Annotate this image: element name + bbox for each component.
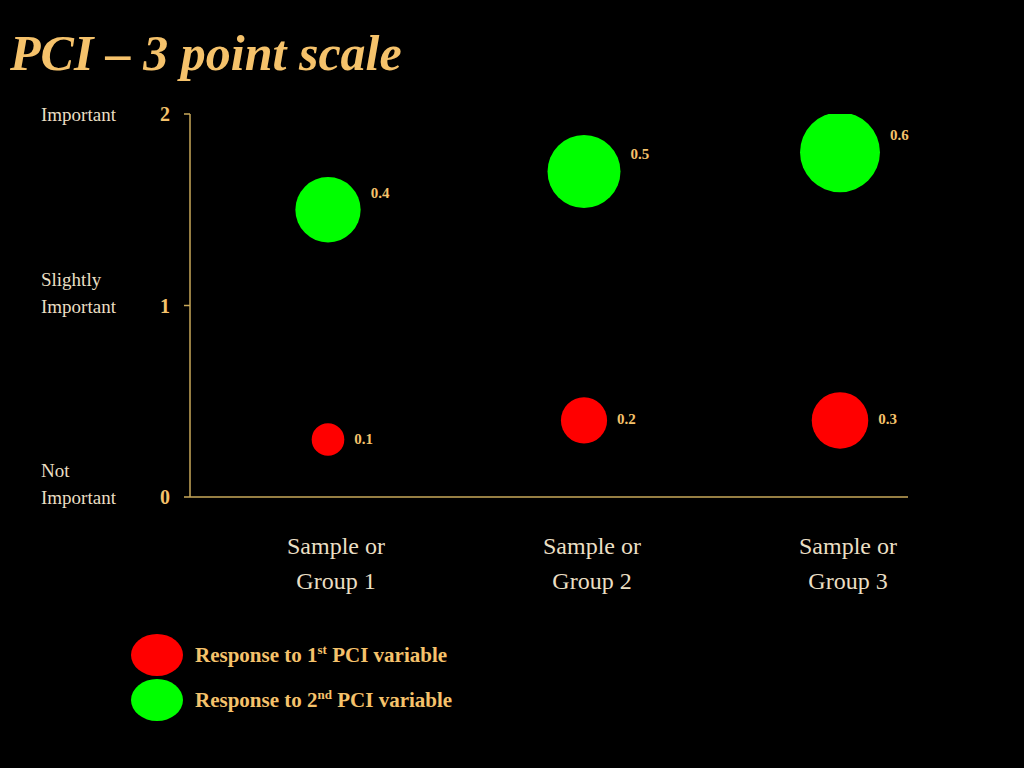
legend-text: Response to 1 [195,643,318,667]
legend-sup: nd [318,687,333,702]
data-label: 0.5 [630,146,649,162]
x-tick-label-line: Sample or [287,533,385,559]
chart-root: PCI – 3 point scale 0 Not Important 1 Slightl… [0,0,1024,768]
legend-swatch [131,679,183,721]
x-axis [190,496,908,498]
y-tick-label: 2 [160,103,170,125]
legend-text: Response to 2 [195,688,318,712]
y-tick [184,113,190,115]
y-tick-label: 0 [160,486,170,508]
legend-swatch [131,634,183,676]
scale-label: Important [41,104,117,125]
legend-label: Response to 2nd PCI variable [195,687,452,712]
x-tick-label: Sample or Group 2 [543,533,641,594]
scale-label-line: Not [41,460,70,481]
x-tick-label-line: Group 1 [296,568,375,594]
bubble [812,392,869,449]
bubble [312,423,345,456]
data-label: 0.6 [890,127,909,143]
legend-text: PCI variable [332,688,452,712]
x-tick-label: Sample or Group 3 [799,533,897,594]
chart-svg: PCI – 3 point scale 0 Not Important 1 Slightl… [0,0,1024,768]
marks [295,114,880,456]
bubble [548,135,621,208]
y-tick [184,305,190,307]
scale-label: Slightly Important [41,269,117,317]
title: PCI – 3 point scale [9,25,402,81]
data-label: 0.1 [354,431,373,447]
x-tick-label-line: Sample or [799,533,897,559]
legend-label: Response to 1st PCI variable [195,642,447,667]
x-tick-label-line: Group 3 [808,568,887,594]
scale-label-line: Important [41,296,117,317]
data-label: 0.3 [878,411,897,427]
legend-text: PCI variable [327,643,447,667]
bubble [295,177,360,242]
scale-label: Not Important [41,460,117,508]
data-label: 0.4 [371,185,390,201]
scale-label-line: Slightly [41,269,102,290]
bubble [800,114,880,192]
y-tick-label: 1 [160,295,170,317]
x-tick-label: Sample or Group 1 [287,533,385,594]
y-tick [184,496,190,498]
scale-label-line: Important [41,487,117,508]
scale-label-line: Important [41,104,117,125]
background [0,0,1024,768]
data-label: 0.2 [617,411,636,427]
x-tick-label-line: Sample or [543,533,641,559]
x-tick-label-line: Group 2 [552,568,631,594]
bubble [561,397,607,443]
